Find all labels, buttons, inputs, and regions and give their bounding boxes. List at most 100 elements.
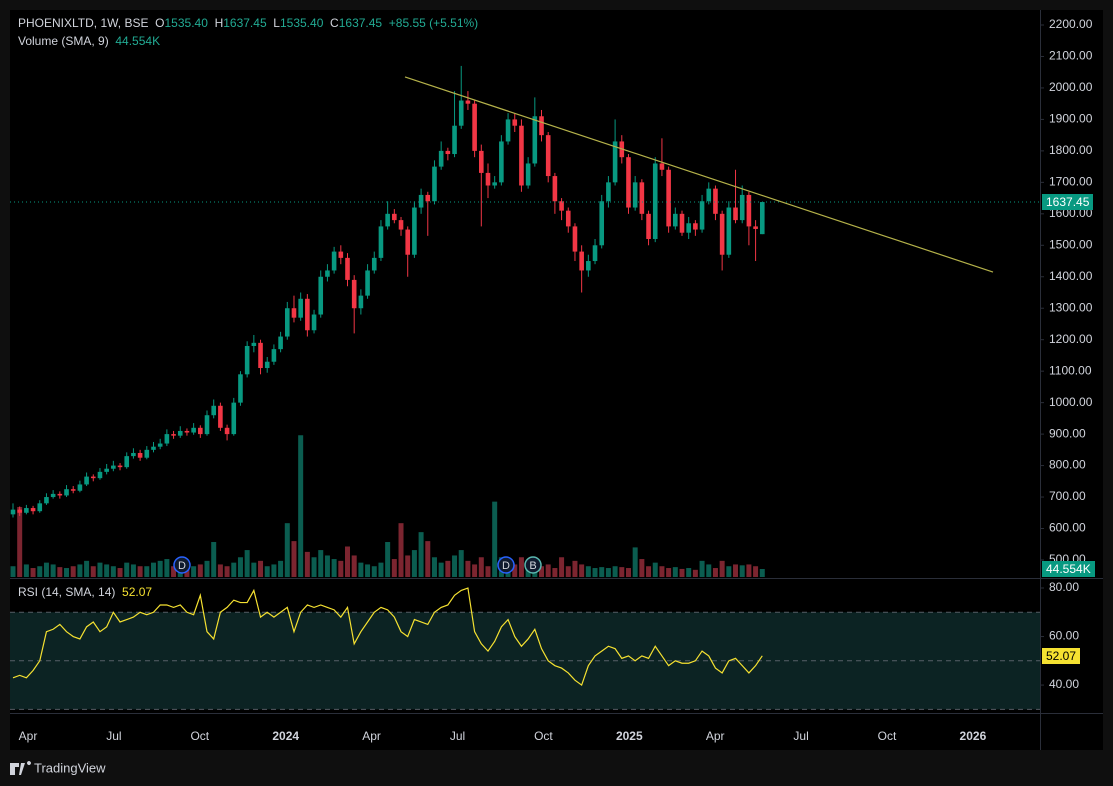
candle-body (398, 220, 404, 230)
volume-bar (130, 564, 136, 577)
volume-bar (43, 562, 49, 577)
candle-body (77, 484, 83, 491)
x-tick-label: Jul (793, 729, 808, 743)
event-label: D (502, 560, 510, 572)
legend-volume: Volume (SMA, 9) 44.554K (18, 34, 160, 48)
volume-bar (258, 560, 264, 577)
last-rsi-label: 52.07 (1042, 648, 1081, 664)
volume-bar (679, 568, 685, 577)
volume-bar (605, 568, 611, 577)
candle-body (104, 468, 109, 472)
volume-bar (391, 559, 397, 577)
volume-bar (398, 523, 404, 577)
candle-body (191, 427, 196, 433)
candle-body (606, 182, 611, 202)
y-tick-label: 1400.00 (1049, 269, 1093, 283)
candle-body (499, 141, 504, 183)
volume-bar (351, 555, 357, 577)
ohlc-key: O (155, 16, 165, 30)
volume-value: 44.554K (115, 34, 161, 48)
candle-body (646, 213, 651, 239)
candle-body (131, 452, 136, 457)
y-tick-label: 900.00 (1049, 426, 1086, 440)
change: +85.55 (+5.51%) (388, 16, 479, 30)
volume-bar (706, 564, 712, 577)
volume-bar (191, 566, 197, 577)
candle-body (392, 213, 397, 221)
volume-bar (646, 566, 652, 577)
candle-body (218, 405, 223, 428)
volume-bar (117, 568, 123, 577)
volume-bar (284, 523, 290, 577)
volume-bar (445, 560, 451, 577)
candle-body (305, 298, 310, 331)
volume-bar (592, 568, 598, 577)
candle-body (50, 493, 56, 498)
logo (10, 761, 31, 775)
ohlc-value: 1637.45 (338, 16, 383, 30)
candle-body (164, 434, 170, 444)
candle-body (626, 157, 631, 208)
candle-body (686, 223, 691, 233)
volume-bar (672, 567, 678, 577)
rsi-value: 52.07 (122, 585, 153, 599)
volume-bar (311, 557, 317, 577)
candle-body (572, 226, 578, 252)
volume-bar (619, 567, 625, 577)
volume-bar (492, 501, 498, 577)
candle-body (458, 100, 464, 126)
volume-bar (405, 555, 411, 577)
event-marker: B (524, 556, 542, 574)
last-price-label: 1637.45 (1042, 194, 1094, 210)
volume-bar (472, 564, 478, 577)
volume-bar (64, 568, 70, 577)
candle-body (632, 182, 638, 208)
candle-body (44, 497, 49, 504)
volume-bar (251, 562, 257, 577)
volume-bar (739, 565, 745, 577)
candle-body (24, 508, 29, 513)
legend-main: PHOENIXLTD, 1W, BSE O1535.40 H1637.45 L1… (18, 16, 478, 30)
candle-body (338, 251, 344, 258)
candle-body (137, 452, 143, 458)
candle-body (231, 402, 237, 435)
volume-bar (184, 569, 190, 577)
volume-bar (411, 550, 417, 577)
y-tick-label: 1500.00 (1049, 237, 1093, 251)
volume-bar (552, 568, 558, 577)
volume-bar (345, 546, 350, 577)
candle-body (10, 509, 16, 515)
volume-bar (585, 566, 591, 577)
candle-body (351, 279, 357, 309)
candle-body (579, 251, 584, 271)
y-tick-label: 1100.00 (1049, 363, 1092, 377)
candle-body (30, 508, 36, 512)
candle-body (445, 150, 451, 155)
legend-rsi: RSI (14, SMA, 14) 52.07 (18, 585, 152, 599)
volume-bar (545, 564, 551, 577)
x-tick-label: Apr (19, 729, 38, 743)
y-tick-label: 1000.00 (1049, 395, 1093, 409)
ohlc-value: 1637.45 (223, 16, 267, 30)
volume-bar (659, 566, 665, 577)
volume-bar (110, 566, 116, 577)
volume-bar (639, 559, 645, 577)
candle-body (479, 150, 484, 173)
x-tick-label: Oct (878, 729, 897, 743)
candle-body (586, 261, 591, 271)
candle-body (90, 476, 96, 479)
volume-bar (746, 564, 752, 577)
candle-body (157, 443, 163, 447)
ohlc-value: 1535.40 (279, 16, 324, 30)
candle-body (211, 405, 216, 416)
volume-bar (291, 541, 297, 577)
volume-bar (579, 564, 585, 577)
candle-body (545, 135, 551, 177)
candle-body (505, 119, 511, 142)
candle-body (264, 361, 270, 369)
candle-body (739, 194, 745, 221)
volume-bar (338, 560, 344, 577)
candle-body (492, 182, 497, 186)
